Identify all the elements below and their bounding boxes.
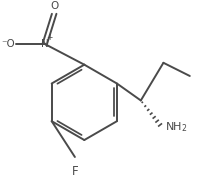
Text: N: N: [41, 39, 49, 49]
Text: F: F: [71, 164, 78, 177]
Text: NH$_2$: NH$_2$: [165, 120, 188, 134]
Text: ⁻O: ⁻O: [1, 39, 15, 49]
Text: O: O: [50, 1, 58, 11]
Text: +: +: [46, 33, 53, 42]
